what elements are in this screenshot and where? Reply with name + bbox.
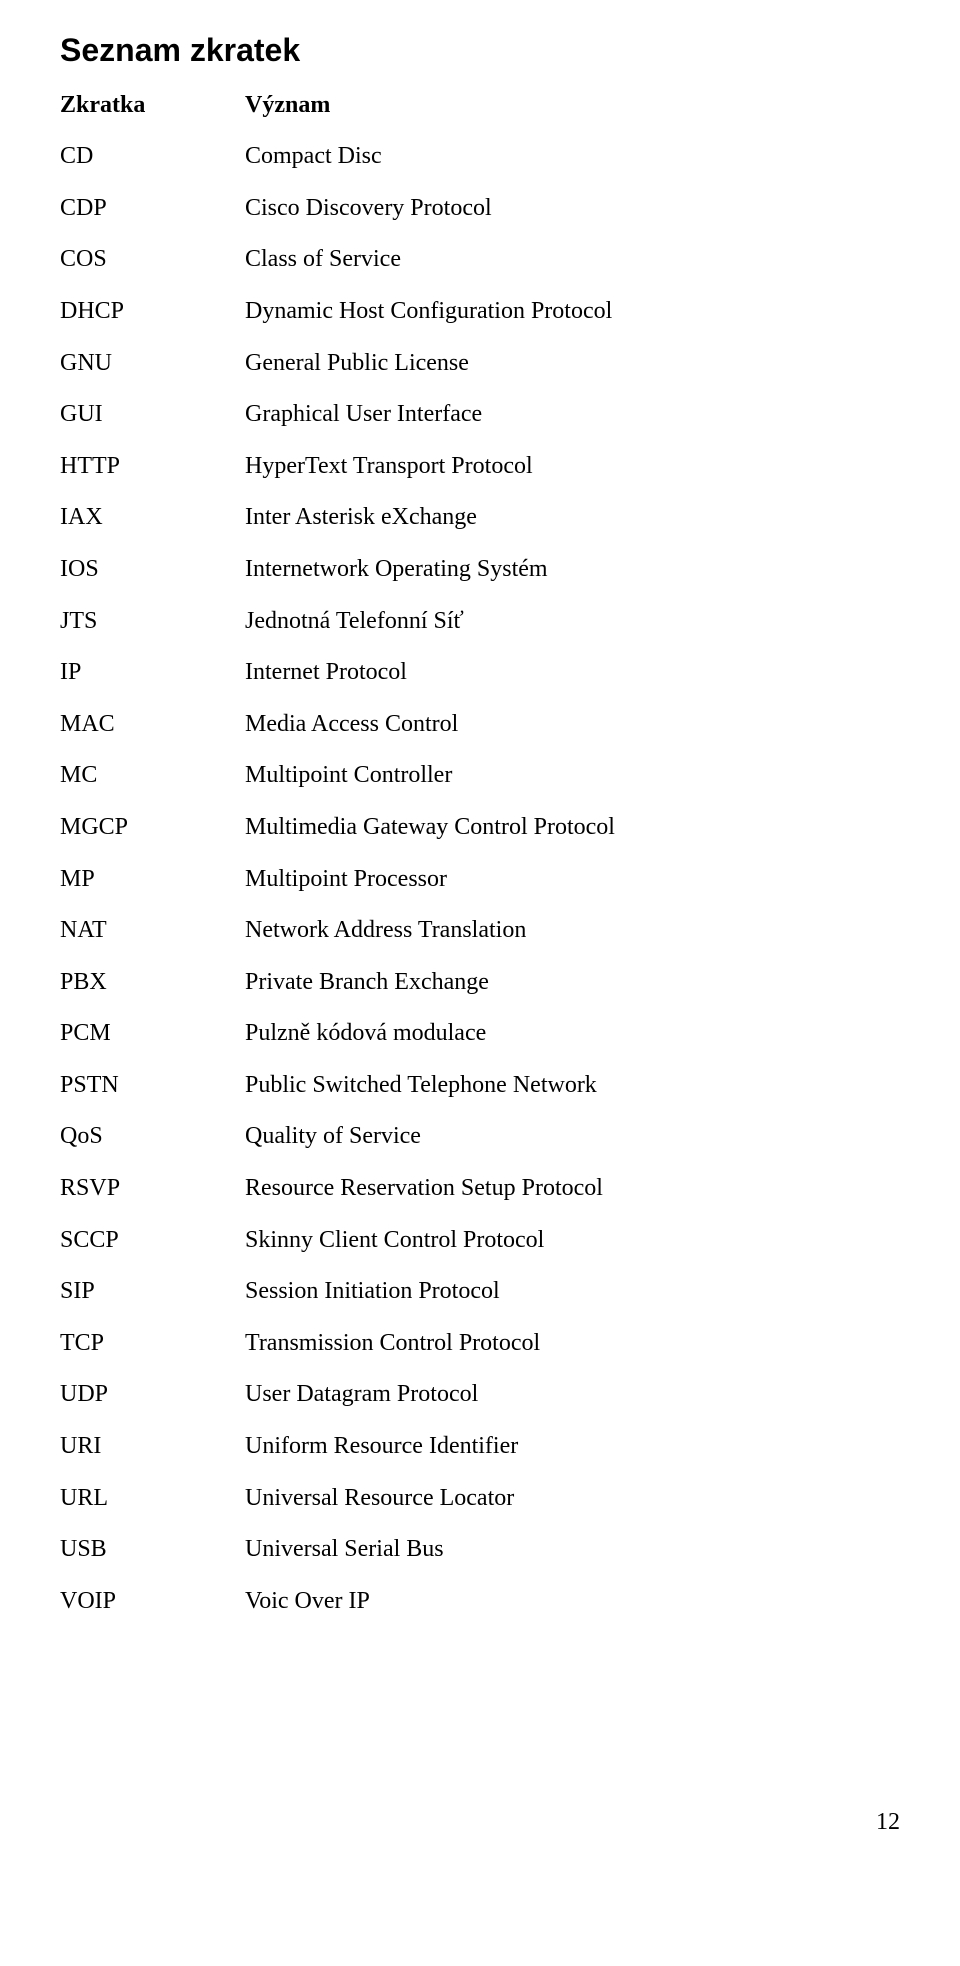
abbr-cell: PSTN bbox=[60, 1060, 245, 1112]
table-row: SCCPSkinny Client Control Protocol bbox=[60, 1215, 900, 1267]
abbr-cell: COS bbox=[60, 234, 245, 286]
table-row: DHCPDynamic Host Configuration Protocol bbox=[60, 286, 900, 338]
table-row: MACMedia Access Control bbox=[60, 699, 900, 751]
abbr-cell: HTTP bbox=[60, 441, 245, 493]
definition-cell: Network Address Translation bbox=[245, 905, 900, 957]
definition-cell: Voic Over IP bbox=[245, 1576, 900, 1628]
definition-cell: Multipoint Controller bbox=[245, 750, 900, 802]
table-row: GNUGeneral Public License bbox=[60, 338, 900, 390]
table-row: PSTNPublic Switched Telephone Network bbox=[60, 1060, 900, 1112]
abbr-cell: IAX bbox=[60, 492, 245, 544]
table-row: USBUniversal Serial Bus bbox=[60, 1524, 900, 1576]
abbr-cell: SIP bbox=[60, 1266, 245, 1318]
abbr-cell: MGCP bbox=[60, 802, 245, 854]
definition-cell: Multipoint Processor bbox=[245, 854, 900, 906]
table-row: MCMultipoint Controller bbox=[60, 750, 900, 802]
abbr-cell: QoS bbox=[60, 1111, 245, 1163]
definition-cell: Universal Resource Locator bbox=[245, 1473, 900, 1525]
abbr-cell: URI bbox=[60, 1421, 245, 1473]
table-row: URIUniform Resource Identifier bbox=[60, 1421, 900, 1473]
abbr-cell: CDP bbox=[60, 183, 245, 235]
definition-cell: Transmission Control Protocol bbox=[245, 1318, 900, 1370]
abbr-cell: MP bbox=[60, 854, 245, 906]
abbr-cell: USB bbox=[60, 1524, 245, 1576]
page-title: Seznam zkratek bbox=[60, 30, 900, 72]
table-row: SIPSession Initiation Protocol bbox=[60, 1266, 900, 1318]
definition-cell: Internet Protocol bbox=[245, 647, 900, 699]
definition-cell: Graphical User Interface bbox=[245, 389, 900, 441]
abbr-cell: IOS bbox=[60, 544, 245, 596]
header-def: Význam bbox=[245, 80, 900, 132]
definition-cell: General Public License bbox=[245, 338, 900, 390]
definition-cell: Private Branch Exchange bbox=[245, 957, 900, 1009]
table-row: HTTPHyperText Transport Protocol bbox=[60, 441, 900, 493]
table-row: GUIGraphical User Interface bbox=[60, 389, 900, 441]
table-row: URLUniversal Resource Locator bbox=[60, 1473, 900, 1525]
abbr-cell: URL bbox=[60, 1473, 245, 1525]
abbr-cell: MAC bbox=[60, 699, 245, 751]
page-number: 12 bbox=[60, 1797, 900, 1849]
abbr-cell: PBX bbox=[60, 957, 245, 1009]
table-row: IPInternet Protocol bbox=[60, 647, 900, 699]
table-row: NATNetwork Address Translation bbox=[60, 905, 900, 957]
definition-cell: Resource Reservation Setup Protocol bbox=[245, 1163, 900, 1215]
table-row: CDCompact Disc bbox=[60, 131, 900, 183]
definition-cell: Uniform Resource Identifier bbox=[245, 1421, 900, 1473]
definition-cell: Pulzně kódová modulace bbox=[245, 1008, 900, 1060]
table-row: UDPUser Datagram Protocol bbox=[60, 1369, 900, 1421]
definition-cell: User Datagram Protocol bbox=[245, 1369, 900, 1421]
table-row: CDPCisco Discovery Protocol bbox=[60, 183, 900, 235]
definition-cell: Multimedia Gateway Control Protocol bbox=[245, 802, 900, 854]
definition-cell: Jednotná Telefonní Síť bbox=[245, 596, 900, 648]
table-row: QoSQuality of Service bbox=[60, 1111, 900, 1163]
abbr-cell: GNU bbox=[60, 338, 245, 390]
abbrev-list: CDCompact DiscCDPCisco Discovery Protoco… bbox=[60, 131, 900, 1627]
definition-cell: Public Switched Telephone Network bbox=[245, 1060, 900, 1112]
abbr-cell: IP bbox=[60, 647, 245, 699]
table-row: IOSInternetwork Operating Systém bbox=[60, 544, 900, 596]
abbr-cell: GUI bbox=[60, 389, 245, 441]
table-row: PBXPrivate Branch Exchange bbox=[60, 957, 900, 1009]
definition-cell: Quality of Service bbox=[245, 1111, 900, 1163]
abbr-cell: TCP bbox=[60, 1318, 245, 1370]
abbr-cell: VOIP bbox=[60, 1576, 245, 1628]
table-row: VOIPVoic Over IP bbox=[60, 1576, 900, 1628]
abbr-cell: SCCP bbox=[60, 1215, 245, 1267]
header-row: Zkratka Význam bbox=[60, 80, 900, 132]
definition-cell: Media Access Control bbox=[245, 699, 900, 751]
table-row: MGCPMultimedia Gateway Control Protocol bbox=[60, 802, 900, 854]
table-row: TCPTransmission Control Protocol bbox=[60, 1318, 900, 1370]
definition-cell: Dynamic Host Configuration Protocol bbox=[245, 286, 900, 338]
definition-cell: Skinny Client Control Protocol bbox=[245, 1215, 900, 1267]
definition-cell: Class of Service bbox=[245, 234, 900, 286]
definition-cell: Cisco Discovery Protocol bbox=[245, 183, 900, 235]
definition-cell: Internetwork Operating Systém bbox=[245, 544, 900, 596]
abbr-cell: PCM bbox=[60, 1008, 245, 1060]
table-row: MPMultipoint Processor bbox=[60, 854, 900, 906]
table-row: IAXInter Asterisk eXchange bbox=[60, 492, 900, 544]
abbr-cell: RSVP bbox=[60, 1163, 245, 1215]
definition-cell: Universal Serial Bus bbox=[245, 1524, 900, 1576]
abbr-cell: CD bbox=[60, 131, 245, 183]
definition-cell: Inter Asterisk eXchange bbox=[245, 492, 900, 544]
abbr-cell: NAT bbox=[60, 905, 245, 957]
definition-cell: Compact Disc bbox=[245, 131, 900, 183]
table-row: JTSJednotná Telefonní Síť bbox=[60, 596, 900, 648]
abbr-cell: DHCP bbox=[60, 286, 245, 338]
table-row: PCMPulzně kódová modulace bbox=[60, 1008, 900, 1060]
header-abbr: Zkratka bbox=[60, 80, 245, 132]
definition-cell: Session Initiation Protocol bbox=[245, 1266, 900, 1318]
abbr-cell: MC bbox=[60, 750, 245, 802]
table-row: COSClass of Service bbox=[60, 234, 900, 286]
abbr-cell: UDP bbox=[60, 1369, 245, 1421]
definition-cell: HyperText Transport Protocol bbox=[245, 441, 900, 493]
table-row: RSVPResource Reservation Setup Protocol bbox=[60, 1163, 900, 1215]
abbr-cell: JTS bbox=[60, 596, 245, 648]
